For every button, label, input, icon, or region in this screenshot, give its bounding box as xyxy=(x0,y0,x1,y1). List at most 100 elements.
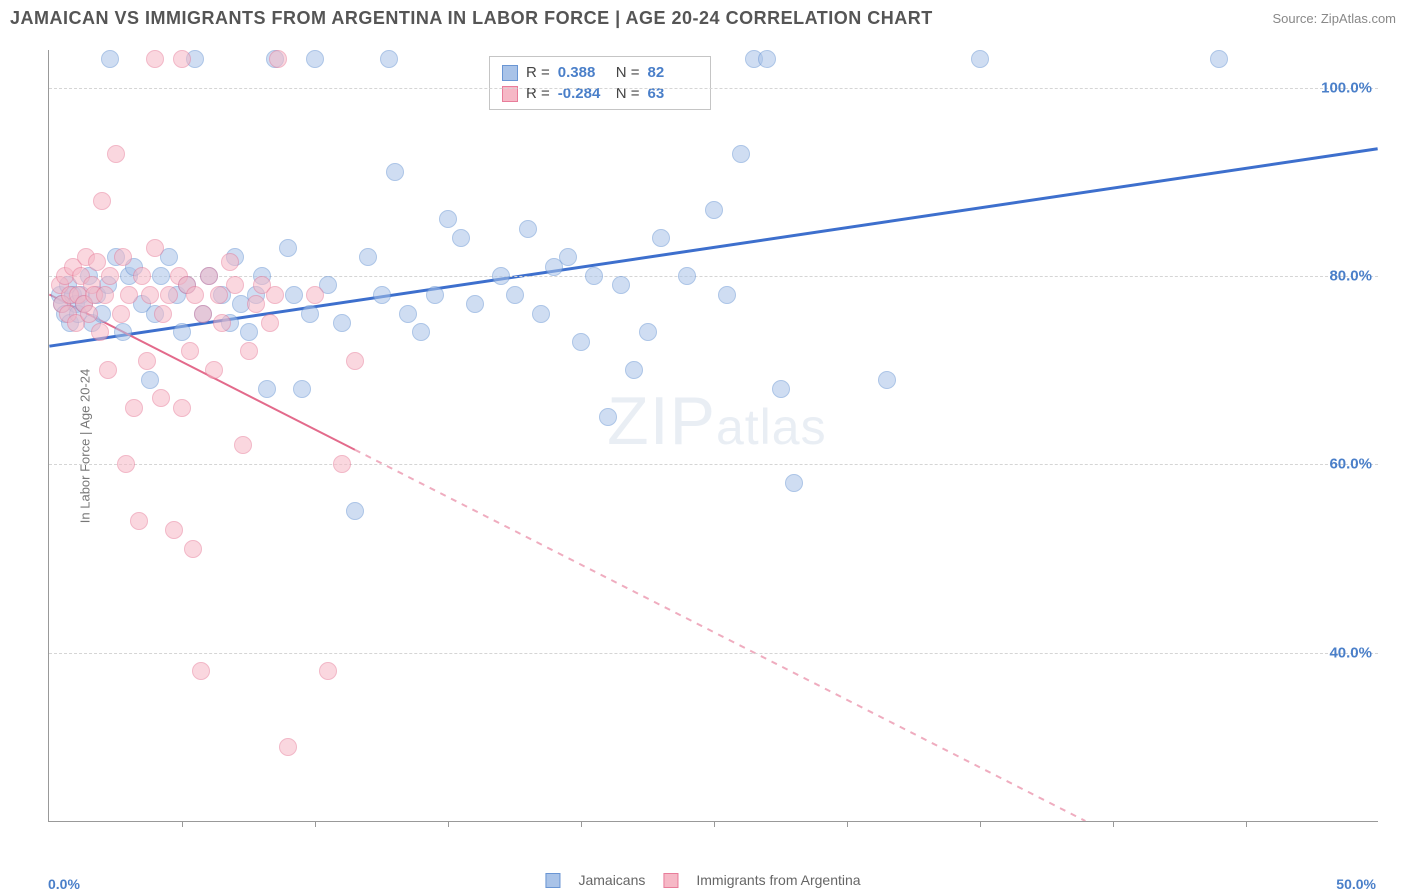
data-point xyxy=(1210,50,1228,68)
x-axis-max-label: 50.0% xyxy=(1336,876,1376,892)
data-point xyxy=(141,371,159,389)
stat-row-0: R = 0.388 N = 82 xyxy=(502,62,698,83)
data-point xyxy=(101,267,119,285)
y-tick-label: 60.0% xyxy=(1329,456,1372,473)
data-point xyxy=(732,145,750,163)
data-point xyxy=(154,305,172,323)
data-point xyxy=(306,286,324,304)
data-point xyxy=(878,371,896,389)
data-point xyxy=(88,253,106,271)
data-point xyxy=(146,50,164,68)
data-point xyxy=(205,361,223,379)
x-tick xyxy=(315,821,316,827)
data-point xyxy=(373,286,391,304)
data-point xyxy=(319,662,337,680)
data-point xyxy=(146,239,164,257)
data-point xyxy=(612,276,630,294)
stat-r-0: 0.388 xyxy=(558,64,608,81)
gridline-h xyxy=(49,464,1378,465)
data-point xyxy=(971,50,989,68)
x-tick xyxy=(1246,821,1247,827)
data-point xyxy=(96,286,114,304)
data-point xyxy=(359,248,377,266)
watermark: ZIPatlas xyxy=(607,382,826,460)
x-tick xyxy=(581,821,582,827)
legend: Jamaicans Immigrants from Argentina xyxy=(545,872,860,888)
data-point xyxy=(492,267,510,285)
data-point xyxy=(639,323,657,341)
data-point xyxy=(705,201,723,219)
data-point xyxy=(226,276,244,294)
data-point xyxy=(138,352,156,370)
data-point xyxy=(91,323,109,341)
trend-lines xyxy=(49,50,1378,821)
legend-swatch-0 xyxy=(545,873,560,888)
data-point xyxy=(240,342,258,360)
y-tick-label: 40.0% xyxy=(1329,644,1372,661)
x-tick xyxy=(1113,821,1114,827)
data-point xyxy=(234,436,252,454)
swatch-series-0 xyxy=(502,65,518,81)
data-point xyxy=(173,50,191,68)
data-point xyxy=(269,50,287,68)
data-point xyxy=(186,286,204,304)
x-tick xyxy=(847,821,848,827)
data-point xyxy=(213,314,231,332)
legend-label-1: Immigrants from Argentina xyxy=(696,872,860,888)
data-point xyxy=(112,305,130,323)
data-point xyxy=(192,662,210,680)
data-point xyxy=(585,267,603,285)
data-point xyxy=(80,305,98,323)
y-tick-label: 80.0% xyxy=(1329,267,1372,284)
data-point xyxy=(107,145,125,163)
stat-label-n: N = xyxy=(616,64,640,81)
data-point xyxy=(380,50,398,68)
data-point xyxy=(240,323,258,341)
data-point xyxy=(210,286,228,304)
gridline-h xyxy=(49,276,1378,277)
data-point xyxy=(93,192,111,210)
data-point xyxy=(120,286,138,304)
data-point xyxy=(785,474,803,492)
data-point xyxy=(399,305,417,323)
data-point xyxy=(247,295,265,313)
data-point xyxy=(184,540,202,558)
data-point xyxy=(306,50,324,68)
data-point xyxy=(652,229,670,247)
data-point xyxy=(99,361,117,379)
data-point xyxy=(200,267,218,285)
stat-box: R = 0.388 N = 82 R = -0.284 N = 63 xyxy=(489,56,711,110)
data-point xyxy=(258,380,276,398)
y-tick-label: 100.0% xyxy=(1321,79,1372,96)
x-tick xyxy=(980,821,981,827)
data-point xyxy=(572,333,590,351)
data-point xyxy=(117,455,135,473)
data-point xyxy=(346,502,364,520)
chart-source: Source: ZipAtlas.com xyxy=(1272,11,1396,26)
data-point xyxy=(678,267,696,285)
x-tick xyxy=(182,821,183,827)
x-tick xyxy=(448,821,449,827)
chart-title: JAMAICAN VS IMMIGRANTS FROM ARGENTINA IN… xyxy=(10,8,933,29)
data-point xyxy=(386,163,404,181)
data-point xyxy=(333,455,351,473)
data-point xyxy=(506,286,524,304)
data-point xyxy=(173,323,191,341)
stat-n-0: 82 xyxy=(648,64,698,81)
x-tick xyxy=(714,821,715,827)
data-point xyxy=(301,305,319,323)
data-point xyxy=(452,229,470,247)
data-point xyxy=(758,50,776,68)
data-point xyxy=(279,239,297,257)
data-point xyxy=(772,380,790,398)
data-point xyxy=(221,253,239,271)
data-point xyxy=(426,286,444,304)
data-point xyxy=(152,389,170,407)
data-point xyxy=(718,286,736,304)
plot-area: R = 0.388 N = 82 R = -0.284 N = 63 ZIPat… xyxy=(48,50,1378,822)
data-point xyxy=(279,738,297,756)
data-point xyxy=(519,220,537,238)
data-point xyxy=(466,295,484,313)
data-point xyxy=(160,286,178,304)
data-point xyxy=(114,323,132,341)
